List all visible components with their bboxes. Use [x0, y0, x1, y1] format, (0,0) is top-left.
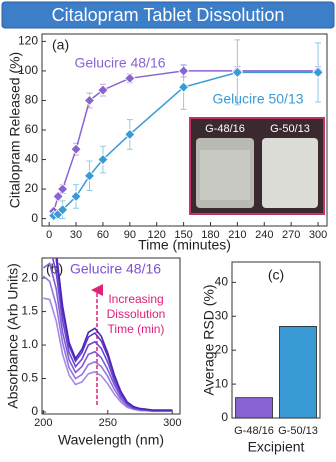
marker: [178, 81, 190, 93]
annotation: Increasing: [108, 292, 163, 306]
x-axis-label: Time (minutes): [138, 237, 231, 253]
x-tick-label: 120: [148, 229, 166, 241]
y-axis-label: Average RSD (%): [201, 284, 217, 395]
marker: [124, 72, 136, 84]
plot-frame: [41, 257, 181, 415]
marker: [83, 94, 96, 107]
y-tick-label: 80: [25, 93, 39, 107]
inset-label: G-50/13: [270, 123, 310, 135]
marker: [231, 66, 243, 78]
bar: [235, 397, 273, 419]
y-axis-label: Citalopram Released (%): [7, 52, 23, 208]
y-tick-label: 0: [31, 404, 38, 418]
series-line: [52, 70, 318, 212]
y-tick-label: 100: [18, 63, 38, 77]
x-tick-label: 210: [228, 229, 246, 241]
y-tick-label: 30: [215, 308, 229, 322]
bar: [279, 326, 317, 419]
x-tick-label: 300: [309, 229, 327, 241]
marker: [70, 143, 82, 155]
y-tick-label: 20: [25, 181, 39, 195]
marker: [124, 128, 136, 140]
marker: [70, 190, 82, 203]
panel-label: (a): [52, 37, 69, 53]
marker: [52, 190, 64, 203]
y-tick-label: 60: [25, 122, 39, 136]
x-tick-label: 240: [255, 229, 273, 241]
series-group: [48, 39, 324, 222]
y-tick-label: 40: [25, 152, 39, 166]
series-label: Gelucire 48/16: [70, 261, 161, 277]
x-tick-label: G-50/13: [278, 425, 318, 437]
y-tick-label: 40: [215, 275, 229, 289]
plot-frame: [231, 261, 321, 419]
annotation: Dissolution: [107, 307, 166, 321]
x-tick-label: 250: [99, 417, 117, 429]
title: Citalopram Tablet Dissolution: [52, 5, 285, 25]
marker: [97, 153, 109, 166]
x-tick-label: 30: [70, 229, 82, 241]
marker: [312, 66, 324, 78]
x-axis-label: Wavelength (nm): [58, 432, 164, 448]
series-group: [42, 258, 173, 413]
x-tick-label: 180: [201, 229, 219, 241]
x-tick-label: 90: [124, 229, 136, 241]
y-axis-label: Absorbance (Arb Units): [5, 263, 21, 409]
series-label: Gelucire 48/16: [74, 55, 165, 71]
x-tick-label: 60: [97, 229, 109, 241]
x-tick-label: 150: [174, 229, 192, 241]
marker: [83, 170, 96, 182]
marker: [57, 204, 69, 216]
y-tick-label: 0: [31, 211, 38, 225]
x-tick-label: 300: [163, 417, 181, 429]
marker: [57, 183, 69, 195]
x-tick-label: 0: [46, 229, 52, 241]
y-tick-label: 0.5: [21, 371, 38, 385]
y-tick-label: 1.5: [21, 304, 38, 318]
series-label: Gelucire 50/13: [212, 91, 303, 107]
x-tick-label: 270: [282, 229, 300, 241]
y-tick-label: 20: [215, 342, 229, 356]
x-tick-label: G-48/16: [234, 425, 274, 437]
series-line: [56, 258, 173, 411]
x-axis-label: Excipient: [248, 439, 305, 455]
y-tick-label: 10: [215, 376, 229, 390]
marker: [97, 84, 109, 96]
inset-photo: [189, 117, 325, 215]
inset-label: G-48/16: [205, 123, 245, 135]
y-tick-label: 1.0: [21, 337, 38, 351]
panel-label: (c): [268, 267, 284, 283]
y-tick-label: 2.0: [21, 270, 38, 284]
annotation: Time (min): [108, 322, 165, 336]
y-tick-label: 120: [18, 34, 38, 48]
series-line: [42, 262, 173, 412]
y-tick-label: 0: [221, 410, 228, 424]
x-tick-label: 200: [34, 417, 52, 429]
title-bar: [1, 1, 335, 29]
